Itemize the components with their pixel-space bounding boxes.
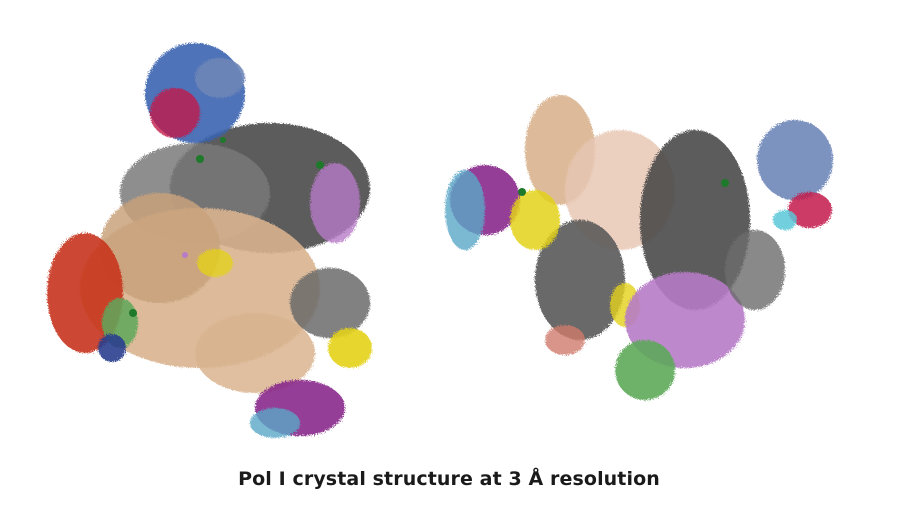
protein-ribbon-render-right [445, 95, 833, 400]
figure-caption: Pol I crystal structure at 3 Å resolutio… [238, 468, 660, 490]
pol-i-structure-view-right [425, 80, 865, 420]
protein-ribbon-render-left [47, 43, 372, 438]
pol-i-structure-view-left [30, 18, 390, 448]
